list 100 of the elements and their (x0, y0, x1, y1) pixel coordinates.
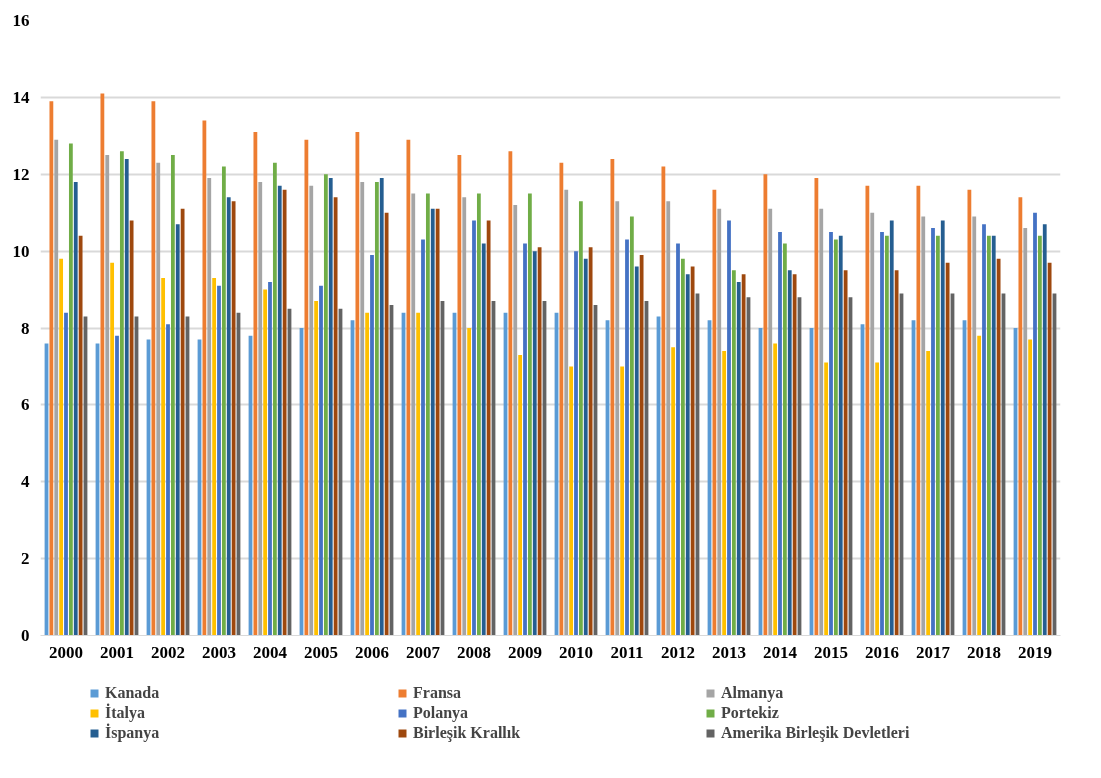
bar (996, 258, 1001, 636)
bar (435, 208, 440, 636)
bar (690, 266, 695, 636)
bar (202, 120, 207, 636)
bar (578, 201, 583, 636)
x-tick-label: 2014 (763, 642, 798, 662)
x-tick-label: 2009 (508, 642, 542, 662)
bar (457, 155, 462, 636)
y-tick-label: 12 (12, 164, 30, 184)
bar (258, 181, 263, 636)
bar (768, 208, 773, 636)
bar (124, 158, 129, 636)
bar (787, 270, 792, 636)
bar (620, 366, 625, 636)
bar (537, 247, 542, 636)
bar (384, 212, 389, 636)
bar (1023, 228, 1028, 636)
bar (379, 178, 384, 636)
x-tick-label: 2002 (151, 642, 185, 662)
bar (935, 235, 940, 636)
bar (170, 155, 175, 636)
bar (880, 231, 884, 636)
bar (430, 208, 435, 636)
bar (328, 178, 333, 636)
bar (926, 351, 931, 636)
bar (59, 258, 64, 636)
bar (884, 235, 889, 636)
bar (282, 189, 287, 636)
legend-label: Amerika Birleşik Devletleri (721, 723, 911, 742)
bar (583, 258, 588, 636)
bar (991, 235, 996, 636)
legend-label: Almanya (721, 683, 785, 702)
bar (680, 258, 685, 636)
y-tick-label: 16 (12, 11, 30, 30)
x-tick-label: 2015 (814, 642, 848, 662)
bar (569, 366, 574, 636)
bar (814, 178, 819, 636)
bar (309, 185, 314, 636)
x-tick-label: 2017 (916, 642, 951, 662)
x-tick-label: 2004 (253, 642, 288, 662)
bar (156, 162, 161, 636)
bar (54, 139, 59, 636)
legend-label: Fransa (413, 683, 462, 702)
bar (778, 231, 782, 636)
x-tick-label: 2013 (712, 642, 746, 662)
bar (894, 270, 899, 636)
bar (333, 197, 338, 636)
bar (151, 101, 156, 636)
bar (717, 208, 722, 636)
bar (421, 239, 425, 636)
bar (175, 224, 180, 636)
bar (64, 312, 68, 636)
bar (736, 281, 741, 636)
bar (945, 262, 950, 636)
bar (370, 254, 374, 636)
bar (532, 251, 537, 636)
bar (763, 174, 768, 636)
legend-label: İtalya (105, 703, 146, 722)
bar (685, 274, 690, 636)
bar (829, 231, 833, 636)
bar (889, 220, 894, 636)
bar (323, 174, 328, 636)
bar (865, 185, 870, 636)
bar (634, 266, 639, 636)
y-tick-label: 4 (21, 472, 30, 492)
bar (110, 262, 115, 636)
bar (921, 216, 926, 636)
bar (523, 243, 527, 636)
x-tick-label: 2010 (559, 642, 593, 662)
bar (365, 312, 370, 636)
bar (462, 197, 467, 636)
bar (1047, 262, 1052, 636)
bar (166, 324, 170, 636)
bar (610, 158, 615, 636)
bar (564, 189, 569, 636)
y-tick-label: 14 (12, 87, 30, 107)
bar (476, 193, 481, 636)
bar (639, 254, 644, 636)
bar (272, 162, 277, 636)
bar (508, 151, 513, 636)
bar (231, 201, 236, 636)
bar (792, 274, 797, 636)
bar (824, 362, 829, 636)
legend-label: Portekiz (721, 703, 780, 722)
bar (773, 343, 778, 636)
x-tick-label: 2006 (355, 642, 389, 662)
bar (100, 93, 105, 636)
bar (513, 205, 518, 636)
bar (319, 285, 323, 636)
bar (676, 243, 680, 636)
bar (73, 181, 78, 636)
x-tick-label: 2018 (967, 642, 1001, 662)
bar (207, 178, 212, 636)
bar (1033, 212, 1037, 636)
bar (180, 208, 185, 636)
bar (931, 228, 935, 636)
bar (967, 189, 972, 636)
bar (78, 235, 83, 636)
bar (467, 328, 472, 636)
bar (574, 251, 578, 636)
